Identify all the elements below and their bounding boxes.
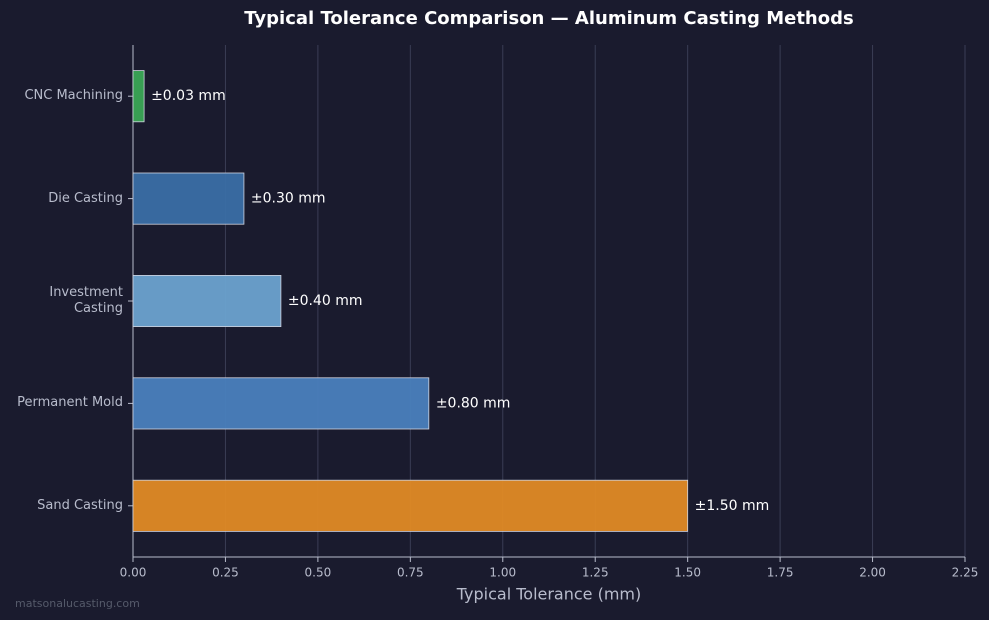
x-tick-label: 0.50 — [305, 566, 332, 580]
bar — [132, 172, 245, 225]
x-tick-label: 2.00 — [859, 566, 886, 580]
chart-title: Typical Tolerance Comparison — Aluminum … — [244, 8, 853, 29]
y-tick-label: Investment Casting — [49, 285, 123, 316]
x-tick-label: 0.00 — [120, 566, 147, 580]
value-label: ±0.03 mm — [151, 88, 226, 104]
x-tick-label: 2.25 — [952, 566, 979, 580]
y-tick-label: CNC Machining — [24, 88, 123, 104]
x-tick-label: 1.50 — [674, 566, 701, 580]
bar — [132, 479, 689, 532]
watermark: matsonalucasting.com — [15, 597, 140, 610]
x-axis-label: Typical Tolerance (mm) — [456, 585, 642, 604]
value-label: ±0.30 mm — [251, 191, 326, 207]
y-tick-label: Sand Casting — [37, 497, 123, 513]
bar — [132, 70, 145, 123]
value-label: ±0.80 mm — [436, 395, 511, 411]
value-label: ±1.50 mm — [695, 498, 770, 514]
x-tick-label: 1.75 — [767, 566, 794, 580]
x-tick-label: 0.25 — [212, 566, 239, 580]
x-tick-label: 0.75 — [397, 566, 424, 580]
bar — [132, 274, 282, 327]
y-tick-label: Permanent Mold — [17, 395, 123, 411]
x-tick-label: 1.25 — [582, 566, 609, 580]
y-tick-label: Die Casting — [48, 190, 123, 206]
value-label: ±0.40 mm — [288, 293, 363, 309]
x-tick-label: 1.00 — [489, 566, 516, 580]
bar — [132, 377, 430, 430]
